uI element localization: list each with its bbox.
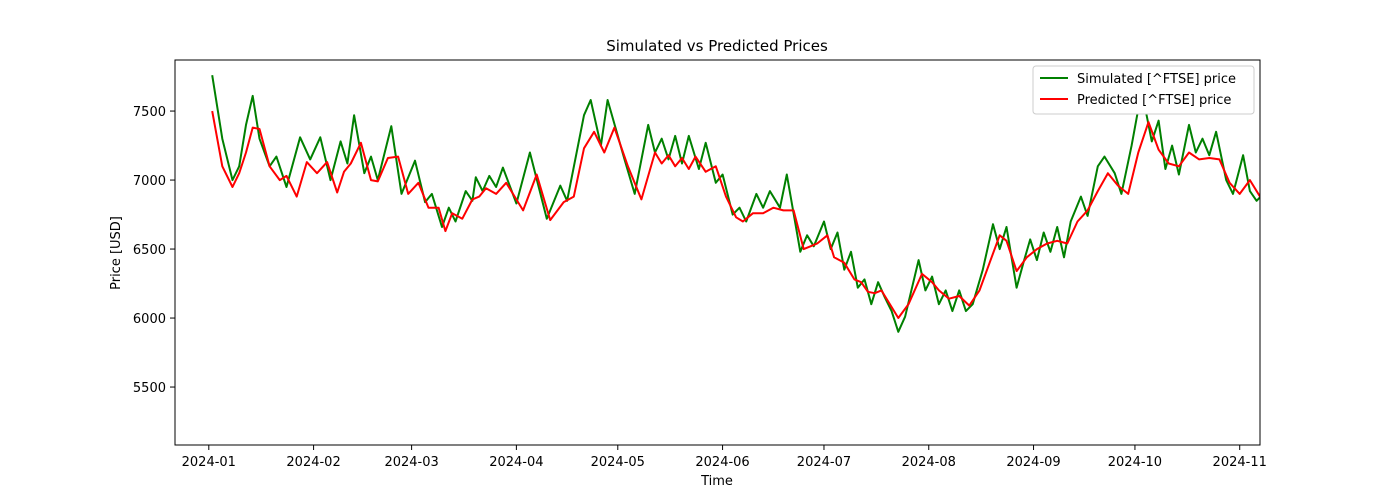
chart-title: Simulated vs Predicted Prices bbox=[606, 37, 828, 55]
y-axis-label: Price [USD] bbox=[109, 216, 124, 290]
y-tick-label: 6000 bbox=[133, 312, 166, 327]
y-axis: 5500 6000 6500 7000 7500 bbox=[133, 105, 175, 396]
x-tick-label: 2024-03 bbox=[384, 455, 438, 470]
y-tick-label: 5500 bbox=[133, 381, 166, 396]
x-tick-label: 2024-11 bbox=[1213, 455, 1267, 470]
x-tick-label: 2024-01 bbox=[182, 455, 236, 470]
x-axis: 2024-01 2024-02 2024-03 2024-04 2024-05 2024-… bbox=[182, 445, 1267, 470]
legend: Simulated [^FTSE] price Predicted [^FTSE… bbox=[1032, 65, 1255, 115]
x-tick-label: 2024-07 bbox=[797, 455, 851, 470]
legend-label-predicted: Predicted [^FTSE] price bbox=[1077, 93, 1231, 108]
legend-label-simulated: Simulated [^FTSE] price bbox=[1077, 72, 1236, 87]
x-tick-label: 2024-05 bbox=[591, 455, 645, 470]
x-tick-label: 2024-02 bbox=[286, 455, 340, 470]
x-tick-label: 2024-09 bbox=[1006, 455, 1060, 470]
x-tick-label: 2024-10 bbox=[1108, 455, 1162, 470]
x-tick-label: 2024-06 bbox=[695, 455, 749, 470]
x-tick-label: 2024-04 bbox=[489, 455, 543, 470]
y-tick-label: 6500 bbox=[133, 243, 166, 258]
x-axis-label: Time bbox=[700, 474, 733, 489]
plot-area bbox=[211, 75, 1260, 333]
y-tick-label: 7500 bbox=[133, 105, 166, 120]
legend-box bbox=[1032, 65, 1255, 115]
x-tick-label: 2024-08 bbox=[902, 455, 956, 470]
series-line-predicted bbox=[211, 110, 1260, 319]
y-tick-label: 7000 bbox=[133, 174, 166, 189]
axes-frame bbox=[174, 59, 1261, 446]
series-line-simulated bbox=[211, 75, 1260, 333]
